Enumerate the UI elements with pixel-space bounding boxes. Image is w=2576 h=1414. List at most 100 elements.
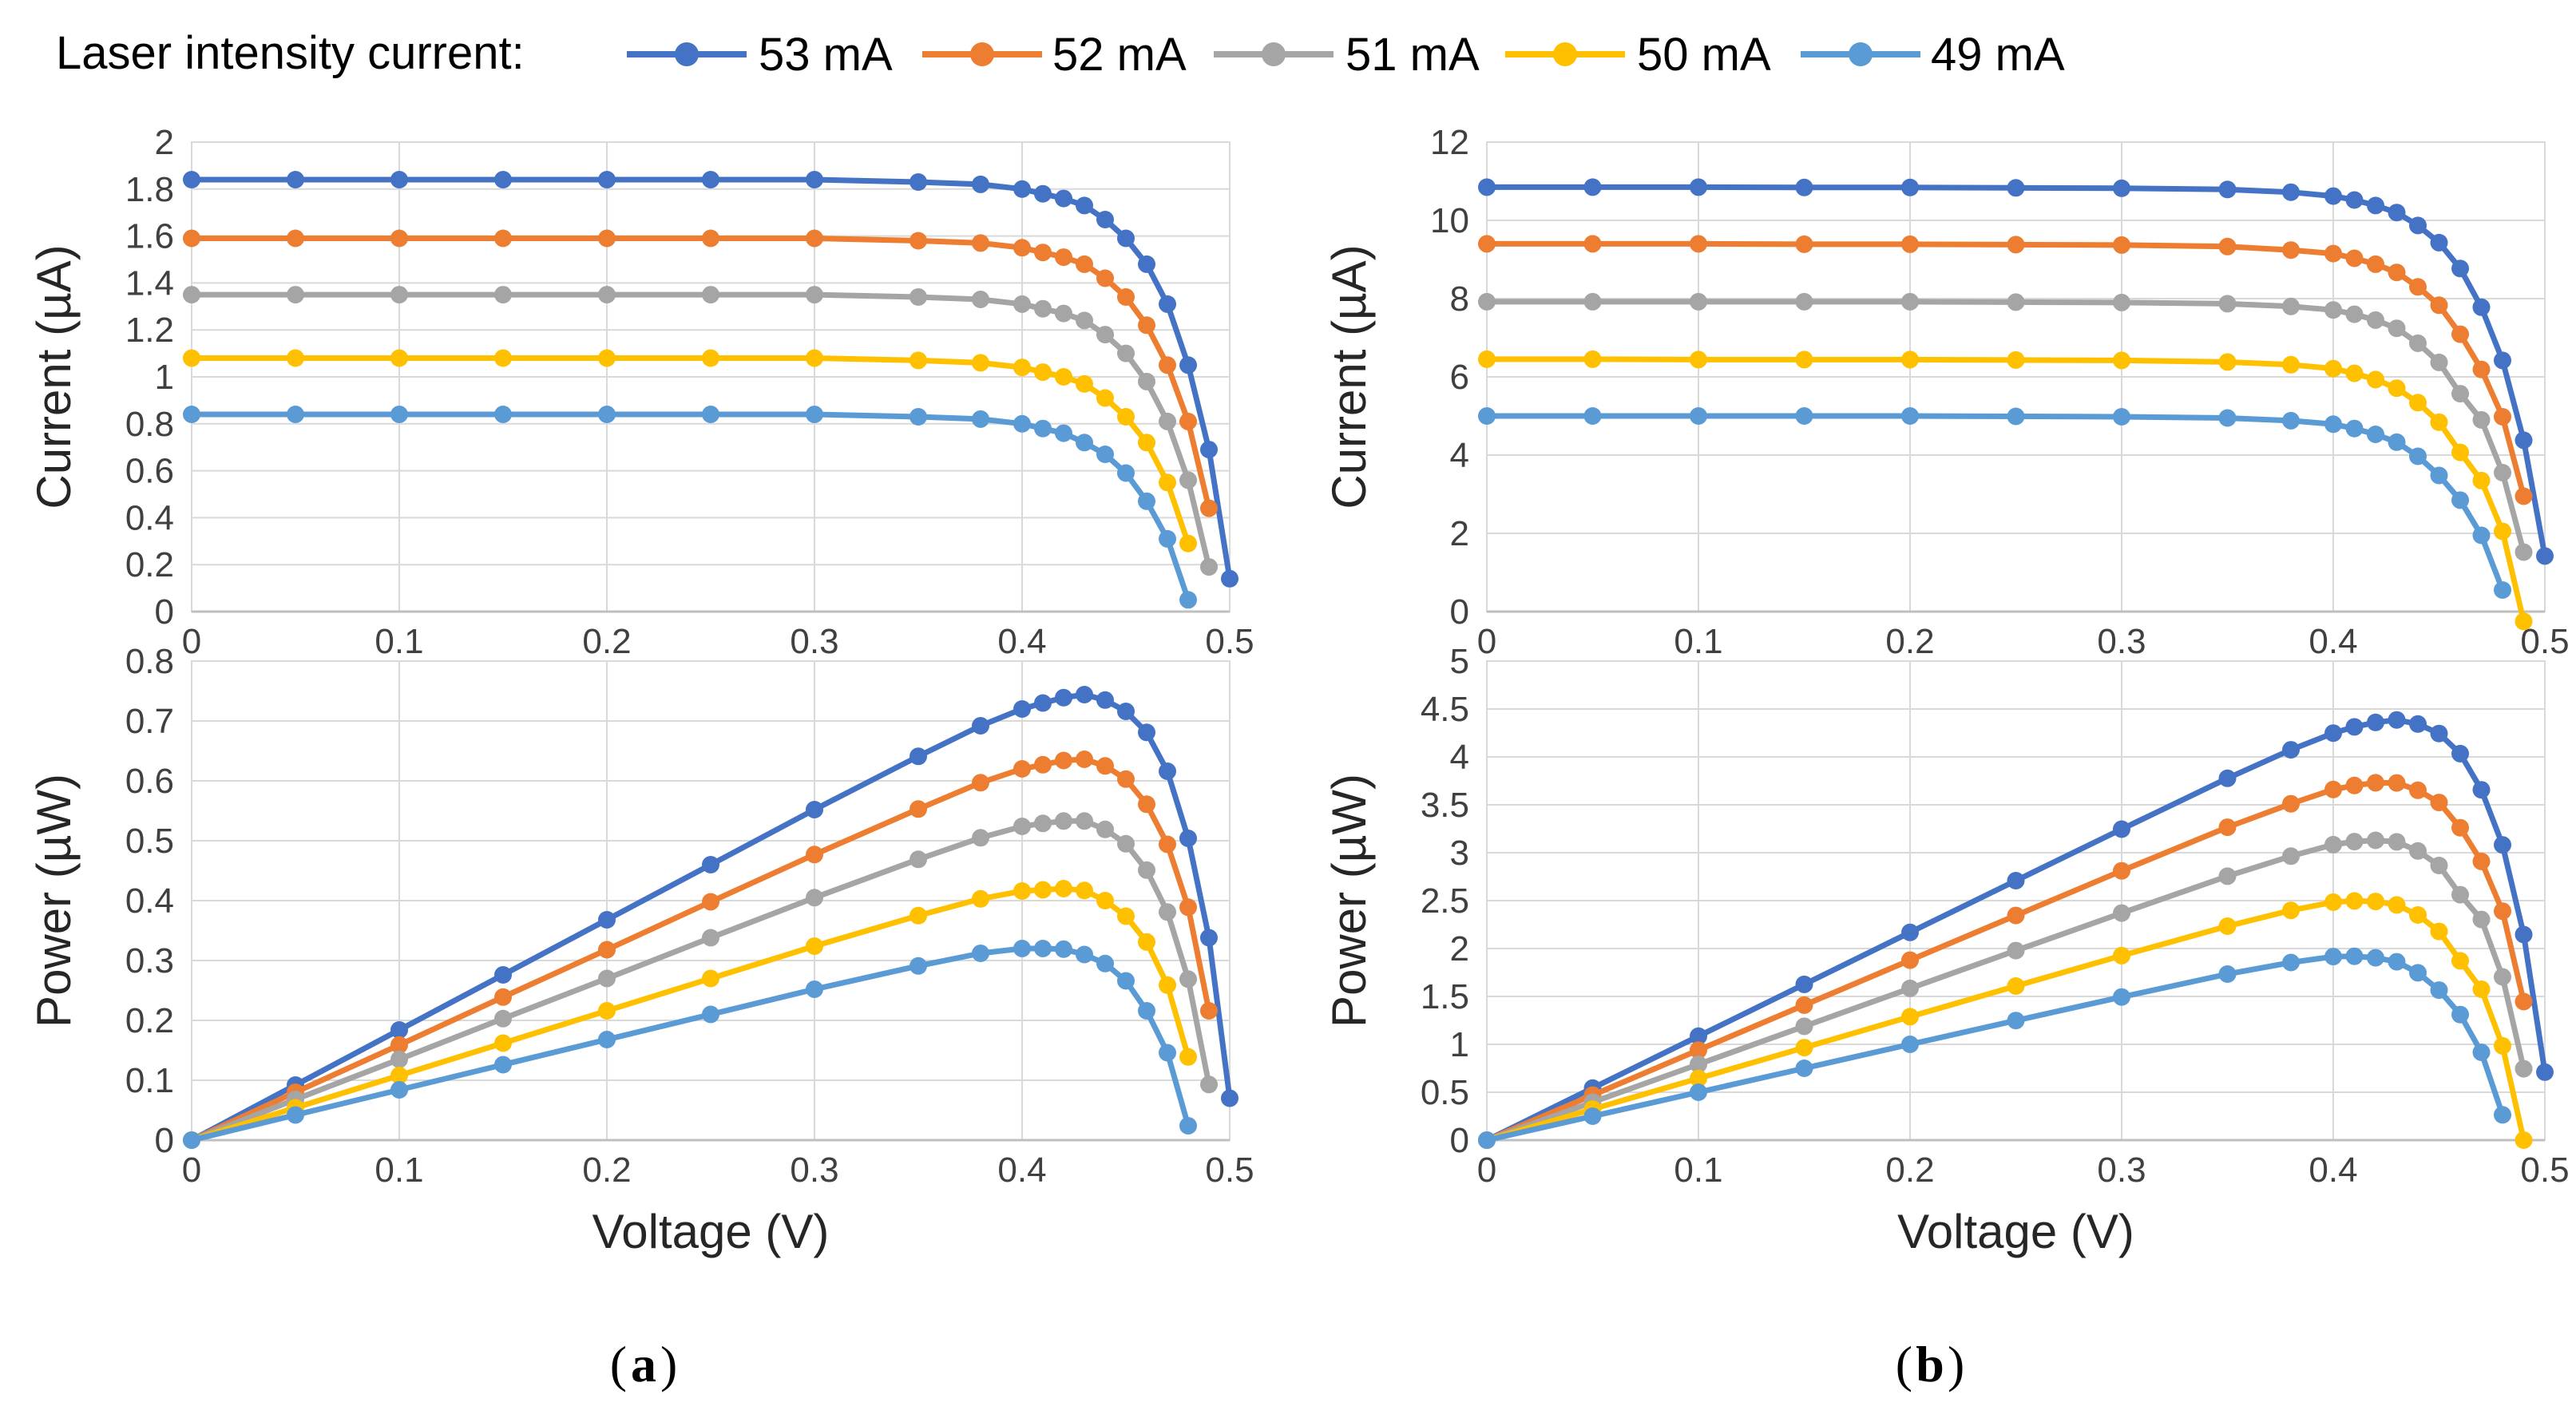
data-point bbox=[1179, 898, 1197, 917]
data-point bbox=[1055, 424, 1072, 442]
data-point bbox=[1901, 979, 1919, 997]
data-point bbox=[2367, 831, 2384, 850]
data-point bbox=[1179, 830, 1197, 847]
data-point bbox=[390, 349, 408, 367]
data-point bbox=[1096, 820, 1114, 838]
data-point bbox=[598, 969, 616, 988]
panel-label-close: ) bbox=[660, 1336, 677, 1392]
y-tick-label: 0.2 bbox=[125, 1001, 174, 1040]
y-tick-label: 0.3 bbox=[125, 941, 174, 980]
data-point bbox=[2515, 925, 2533, 944]
data-point bbox=[1117, 464, 1135, 482]
data-point bbox=[1200, 929, 1218, 947]
y-tick-label: 0.5 bbox=[125, 822, 174, 861]
series-53-ma bbox=[1478, 178, 2554, 565]
data-point bbox=[1076, 945, 1093, 964]
data-point bbox=[1117, 288, 1135, 306]
data-point bbox=[1034, 814, 1052, 833]
data-point bbox=[2007, 906, 2025, 925]
legend-label: 53 mA bbox=[759, 29, 893, 81]
data-point bbox=[1034, 299, 1052, 318]
y-tick-label: 12 bbox=[1430, 123, 1469, 162]
data-point bbox=[2472, 471, 2491, 489]
data-point bbox=[702, 286, 719, 304]
data-point bbox=[806, 406, 823, 423]
data-point bbox=[1159, 762, 1176, 780]
data-point bbox=[494, 229, 512, 248]
x-tick-label: 0.5 bbox=[1205, 1151, 1254, 1190]
data-point bbox=[1055, 812, 1072, 830]
data-point bbox=[1179, 471, 1197, 489]
data-point bbox=[2345, 718, 2364, 736]
data-point bbox=[2345, 892, 2364, 910]
data-point bbox=[2218, 867, 2237, 885]
data-point bbox=[910, 850, 927, 869]
data-point bbox=[2218, 769, 2237, 787]
data-point bbox=[2451, 885, 2469, 904]
series-50-ma bbox=[183, 880, 1197, 1149]
data-point bbox=[1179, 970, 1197, 988]
data-point bbox=[972, 410, 989, 428]
legend-entry-51ma: 51 mA bbox=[1214, 29, 1480, 81]
data-point bbox=[1690, 235, 1707, 253]
data-point bbox=[1055, 880, 1072, 897]
data-point bbox=[1096, 954, 1114, 972]
data-point bbox=[702, 929, 719, 947]
data-point bbox=[1901, 351, 1919, 369]
data-point bbox=[2430, 466, 2448, 485]
data-point bbox=[2494, 464, 2511, 481]
data-point bbox=[2430, 794, 2448, 812]
data-point bbox=[1076, 311, 1093, 330]
data-point bbox=[1013, 882, 1031, 900]
data-point bbox=[2345, 776, 2364, 794]
legend-entry-49ma: 49 mA bbox=[1801, 29, 2065, 81]
data-point bbox=[2113, 179, 2130, 197]
data-point bbox=[1795, 1039, 1813, 1057]
legend-marker bbox=[1262, 42, 1286, 66]
data-point bbox=[2536, 547, 2554, 565]
data-point bbox=[972, 889, 989, 908]
data-point bbox=[2113, 904, 2130, 922]
data-point bbox=[1795, 1060, 1813, 1077]
data-point bbox=[1013, 239, 1031, 257]
data-point bbox=[1901, 178, 1919, 196]
data-point bbox=[2388, 711, 2406, 729]
data-point bbox=[1034, 184, 1052, 203]
legend-label: 50 mA bbox=[1637, 29, 1771, 81]
data-point bbox=[2345, 947, 2364, 965]
data-point bbox=[2367, 370, 2384, 389]
data-point bbox=[287, 1106, 304, 1124]
data-point bbox=[2113, 946, 2130, 964]
data-point bbox=[598, 1002, 616, 1020]
data-point bbox=[806, 229, 823, 248]
data-point bbox=[2515, 992, 2533, 1011]
data-point bbox=[910, 800, 927, 818]
series-52-ma bbox=[1478, 774, 2533, 1149]
y-tick-label: 4 bbox=[1450, 738, 1469, 777]
y-axis-title: Power (µW) bbox=[1322, 774, 1376, 1028]
data-point bbox=[2345, 191, 2364, 209]
series-49-ma bbox=[183, 406, 1197, 609]
data-point bbox=[1055, 368, 1072, 386]
data-point bbox=[2451, 443, 2469, 461]
data-point bbox=[1795, 351, 1813, 369]
data-point bbox=[1013, 295, 1031, 313]
data-point bbox=[1478, 292, 1496, 311]
data-point bbox=[1159, 295, 1176, 313]
data-point bbox=[2282, 741, 2300, 759]
data-point bbox=[494, 988, 512, 1006]
data-point bbox=[1013, 358, 1031, 377]
x-tick-label: 0.4 bbox=[997, 1151, 1046, 1190]
data-point bbox=[910, 232, 927, 250]
data-point bbox=[2409, 278, 2427, 296]
data-point bbox=[1096, 892, 1114, 909]
data-point bbox=[1096, 211, 1114, 228]
data-point bbox=[2388, 204, 2406, 222]
y-tick-label: 0.4 bbox=[125, 498, 174, 537]
data-point bbox=[1795, 407, 1813, 425]
data-point bbox=[390, 171, 408, 188]
data-point bbox=[2430, 233, 2448, 252]
data-point bbox=[1096, 757, 1114, 775]
y-tick-label: 0.8 bbox=[125, 405, 174, 444]
data-point bbox=[2388, 774, 2406, 792]
